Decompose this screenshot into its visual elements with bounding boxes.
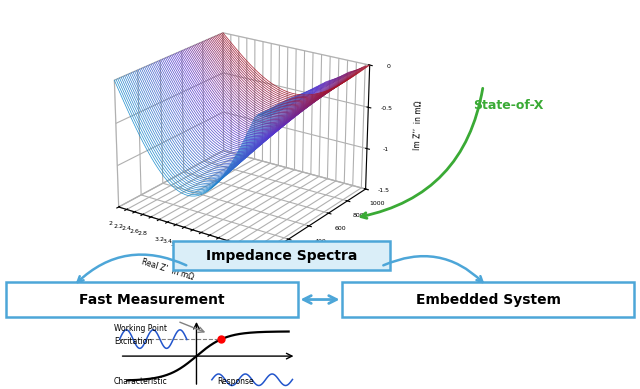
Text: Working Point: Working Point <box>114 324 167 333</box>
X-axis label: Real Z’  in mΩ: Real Z’ in mΩ <box>140 258 195 282</box>
Text: Fast Measurement: Fast Measurement <box>79 293 225 307</box>
Text: Characteristic: Characteristic <box>114 377 168 386</box>
Text: Embedded System: Embedded System <box>415 293 561 307</box>
FancyBboxPatch shape <box>173 241 390 270</box>
FancyBboxPatch shape <box>342 282 634 317</box>
Text: Impedance Spectra: Impedance Spectra <box>206 249 357 263</box>
Text: Response: Response <box>218 377 254 386</box>
Text: Excitation: Excitation <box>114 337 152 346</box>
FancyBboxPatch shape <box>6 282 298 317</box>
Text: State-of-X: State-of-X <box>474 98 544 112</box>
